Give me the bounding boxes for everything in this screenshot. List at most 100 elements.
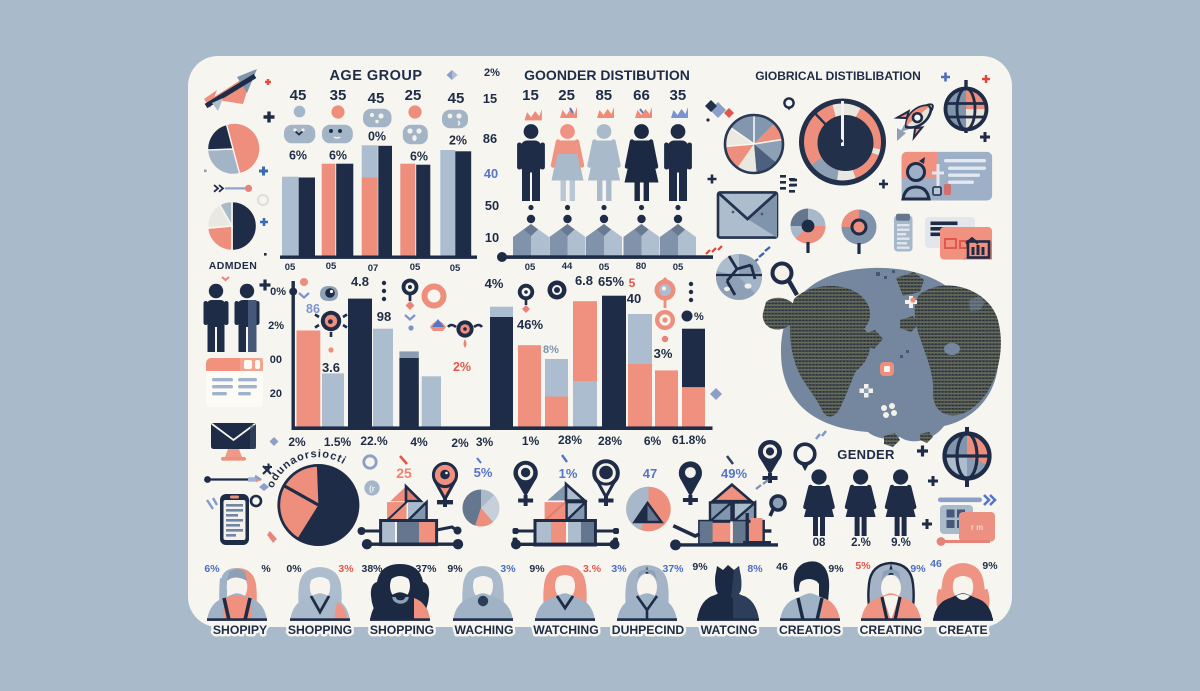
svg-text:40: 40 <box>484 166 498 181</box>
svg-text:46: 46 <box>930 558 942 570</box>
svg-text:2%: 2% <box>288 435 306 449</box>
svg-text:4%: 4% <box>485 276 504 291</box>
svg-text:6.8: 6.8 <box>575 273 593 288</box>
svg-text:3%: 3% <box>500 563 516 575</box>
svg-text:3%: 3% <box>611 563 627 575</box>
svg-text:22.%: 22.% <box>360 434 388 448</box>
svg-text:0%: 0% <box>286 563 302 575</box>
svg-text:ADMDEN: ADMDEN <box>209 260 257 272</box>
svg-text:61.8%: 61.8% <box>672 433 706 447</box>
svg-text:47: 47 <box>643 466 657 481</box>
svg-text:CREATING: CREATING <box>860 623 923 637</box>
svg-text:35: 35 <box>670 87 687 104</box>
svg-text:3.6: 3.6 <box>322 360 340 375</box>
svg-text:%: % <box>694 311 704 323</box>
svg-text:38%: 38% <box>361 563 383 575</box>
svg-text:9%: 9% <box>982 560 998 572</box>
svg-text:DUHPECIND: DUHPECIND <box>612 623 685 637</box>
svg-text:2%: 2% <box>484 67 500 79</box>
svg-text:25: 25 <box>396 465 412 481</box>
svg-text:9%: 9% <box>692 561 708 573</box>
svg-text:1%: 1% <box>522 434 540 448</box>
svg-text:08: 08 <box>813 537 826 549</box>
svg-text:05: 05 <box>326 261 337 272</box>
svg-text:5%: 5% <box>855 560 871 572</box>
svg-text:9%: 9% <box>447 563 463 575</box>
svg-text:00: 00 <box>270 354 282 366</box>
svg-text:15: 15 <box>483 91 497 106</box>
svg-text:0%: 0% <box>270 286 286 298</box>
svg-text:05: 05 <box>410 262 421 273</box>
svg-text:3.%: 3.% <box>583 563 602 575</box>
svg-text:05: 05 <box>285 262 296 273</box>
svg-text:37%: 37% <box>662 563 684 575</box>
svg-text:80: 80 <box>636 261 647 272</box>
svg-text:50: 50 <box>485 198 499 213</box>
svg-text:05: 05 <box>525 262 536 273</box>
svg-text:2%: 2% <box>268 320 284 332</box>
svg-text:1.5%: 1.5% <box>324 435 352 449</box>
svg-text:6%: 6% <box>329 149 347 163</box>
svg-text:10: 10 <box>485 230 499 245</box>
svg-text:9%: 9% <box>828 563 844 575</box>
svg-text:05: 05 <box>673 262 684 273</box>
svg-text:3%: 3% <box>338 563 354 575</box>
svg-text:(r: (r <box>369 485 375 494</box>
svg-text:3%: 3% <box>654 346 673 361</box>
svg-text:66: 66 <box>633 87 650 104</box>
svg-text:AGE GROUP: AGE GROUP <box>329 68 422 84</box>
svg-text:CREATIOS: CREATIOS <box>779 623 841 637</box>
svg-text:2%: 2% <box>453 360 471 374</box>
svg-text:SHOPIPY: SHOPIPY <box>213 623 267 637</box>
svg-text:6%: 6% <box>644 434 662 448</box>
svg-text:2%: 2% <box>451 436 469 450</box>
svg-text:45: 45 <box>290 87 307 104</box>
svg-text:6%: 6% <box>289 149 307 163</box>
svg-text:28%: 28% <box>558 433 582 447</box>
svg-text:CREATE: CREATE <box>938 623 987 637</box>
svg-text:GENDER: GENDER <box>837 447 895 462</box>
svg-text:9%: 9% <box>529 563 545 575</box>
svg-text:20: 20 <box>270 388 282 400</box>
svg-text:15: 15 <box>522 87 539 104</box>
svg-text:9.%: 9.% <box>891 537 911 549</box>
svg-text:37%: 37% <box>415 563 437 575</box>
svg-text:4%: 4% <box>410 435 428 449</box>
svg-text:44: 44 <box>562 261 573 272</box>
svg-text:86: 86 <box>483 131 497 146</box>
svg-text:85: 85 <box>595 87 612 104</box>
svg-text:8%: 8% <box>543 344 559 356</box>
svg-text:WACHING: WACHING <box>455 623 514 637</box>
svg-text:2%: 2% <box>449 134 467 148</box>
svg-text:0%: 0% <box>368 130 386 144</box>
svg-text:WATCHING: WATCHING <box>533 623 598 637</box>
svg-text:1%: 1% <box>559 466 578 481</box>
svg-text:35: 35 <box>330 87 347 104</box>
svg-text:GOONDER DISTIBUTION: GOONDER DISTIBUTION <box>524 67 690 83</box>
svg-text:5: 5 <box>629 276 636 290</box>
svg-text:40: 40 <box>627 291 641 306</box>
svg-text:4.8: 4.8 <box>351 274 369 289</box>
svg-text:46: 46 <box>776 561 788 573</box>
svg-text:8%: 8% <box>747 563 763 575</box>
svg-text:45: 45 <box>448 90 465 107</box>
svg-text:r m: r m <box>971 523 983 532</box>
svg-text:WATCING: WATCING <box>701 623 758 637</box>
svg-text:98: 98 <box>377 309 391 324</box>
svg-text:3%: 3% <box>476 435 494 449</box>
svg-text:2.%: 2.% <box>851 537 871 549</box>
svg-text:25: 25 <box>405 87 422 104</box>
svg-text:07: 07 <box>368 263 379 274</box>
svg-text:GIOBRICAL DISTIBLIBATION: GIOBRICAL DISTIBLIBATION <box>755 69 921 83</box>
svg-text:45: 45 <box>368 90 385 107</box>
svg-text:86: 86 <box>306 302 320 316</box>
svg-text:9%: 9% <box>910 563 926 575</box>
svg-text:SHOPPING: SHOPPING <box>288 623 352 637</box>
svg-text:6%: 6% <box>204 563 220 575</box>
svg-text:SHOPPING: SHOPPING <box>370 623 434 637</box>
svg-text:49%: 49% <box>721 466 747 481</box>
svg-text:05: 05 <box>450 263 461 274</box>
svg-text:05: 05 <box>599 262 610 273</box>
svg-text:28%: 28% <box>598 434 622 448</box>
svg-text:25: 25 <box>558 87 575 104</box>
